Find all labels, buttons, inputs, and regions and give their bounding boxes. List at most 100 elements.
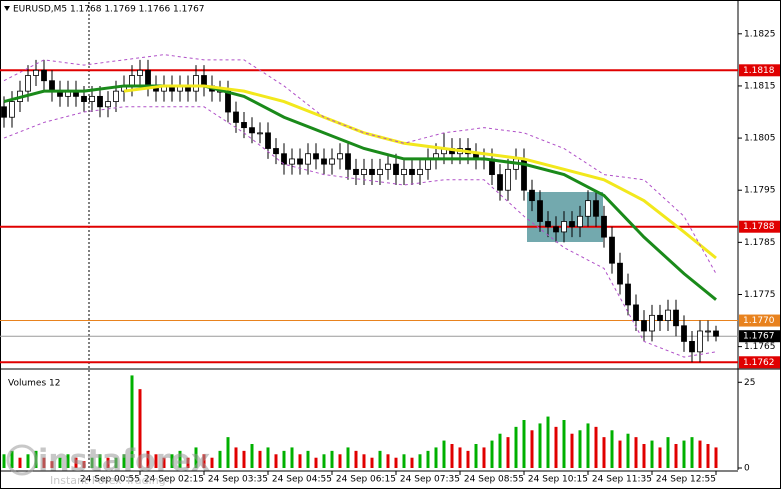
candle-body (305, 153, 311, 165)
volume-bar (306, 450, 310, 468)
volume-bar (506, 437, 510, 468)
volume-bar (458, 447, 462, 468)
candle-body (569, 221, 575, 228)
y-tick-label: 1.1775 (744, 290, 776, 300)
volume-bar (442, 440, 446, 468)
volume-bar (426, 450, 430, 468)
volume-bar (138, 389, 142, 468)
candle-body (353, 168, 359, 175)
volume-bar (522, 420, 526, 468)
level-label: 1.1770 (743, 316, 775, 326)
candle-body (265, 132, 271, 149)
candle-body (201, 75, 207, 87)
volume-bar (394, 457, 398, 468)
volume-bar (114, 457, 118, 468)
candle-body (641, 320, 647, 332)
candle-body (145, 69, 151, 87)
volume-bar (562, 420, 566, 468)
volume-bar (314, 457, 318, 468)
volume-bar (410, 457, 414, 468)
y-tick-label: 1.1765 (744, 342, 776, 352)
volume-bar (194, 447, 198, 468)
candle-body (137, 69, 143, 76)
plot-layer: 1.1825 1.1815 1.1805 1.1795 1.1785 1.1775 1.17… (0, 29, 780, 485)
candle-body (401, 168, 407, 175)
volume-bar (514, 426, 518, 468)
volume-bar (610, 430, 614, 468)
volume-bar (362, 454, 366, 468)
candle-body (241, 122, 247, 129)
candle-body (673, 309, 679, 327)
volume-bar (266, 447, 270, 468)
volume-bar (642, 444, 646, 468)
volume-bar (90, 457, 94, 468)
volume-bar (418, 454, 422, 468)
volume-bar (282, 450, 286, 468)
candle-body (25, 75, 31, 92)
candle-body (409, 168, 415, 175)
volume-bar (74, 457, 78, 468)
volume-bar (498, 433, 502, 468)
candle-body (633, 304, 639, 321)
volume-bar (690, 437, 694, 468)
candle-body (9, 101, 15, 118)
candle-body (33, 69, 39, 76)
volume-bar (658, 447, 662, 468)
x-tick-label: 24 Sep 02:15 (144, 475, 204, 485)
candle-body (329, 158, 335, 165)
volume-bar (634, 437, 638, 468)
volume-bar (378, 450, 382, 468)
volume-bar (106, 457, 110, 468)
volume-bar (594, 426, 598, 468)
x-tick-label: 24 Sep 06:15 (336, 475, 396, 485)
y-tick-label: 1.1785 (744, 238, 776, 248)
candle-body (385, 163, 391, 170)
indicator-line (3, 106, 717, 358)
volume-bar (274, 454, 278, 468)
x-tick-label: 24 Sep 03:35 (208, 475, 268, 485)
level-label: 1.1762 (743, 358, 775, 368)
volume-bar (10, 450, 14, 468)
candle-body (41, 69, 47, 82)
level-label-box (739, 64, 780, 77)
volume-bar (66, 454, 70, 468)
volume-bar (242, 450, 246, 468)
volume-bar (586, 423, 590, 468)
volume-bar (338, 454, 342, 468)
volume-bar (130, 375, 134, 468)
volume-bar (466, 450, 470, 468)
volume-bar (234, 447, 238, 468)
y-tick-label: 1.1825 (744, 29, 776, 39)
y-tick-label: 1.1805 (744, 134, 776, 144)
candle-body (665, 309, 671, 321)
volume-bar (482, 447, 486, 468)
candle-body (705, 330, 711, 333)
level-label-box (739, 330, 780, 343)
candle-body (625, 283, 631, 306)
level-label: 1.1818 (743, 66, 775, 76)
candle-body (577, 215, 583, 228)
indicator-line (123, 84, 717, 260)
candle-body (89, 95, 95, 102)
volume-bar (170, 454, 174, 468)
candle-body (129, 75, 135, 87)
volume-bar (354, 450, 358, 468)
level-label: 1.1788 (743, 222, 775, 232)
volume-bar (290, 447, 294, 468)
volume-bar (178, 450, 182, 468)
volume-bar (674, 444, 678, 468)
candle-body (113, 90, 119, 102)
chart-title: EURUSD,M5 1.1768 1.1769 1.1766 1.1767 (13, 5, 205, 15)
candle-body (289, 158, 295, 165)
candle-body (697, 330, 703, 353)
candle-body (537, 200, 543, 222)
volume-title: Volumes 12 (8, 379, 60, 389)
candle-body (393, 163, 399, 175)
candle-body (553, 226, 559, 233)
watermark-tagline: Instant Forex Trading (50, 474, 166, 487)
volume-bar (618, 440, 622, 468)
volume-bar (650, 440, 654, 468)
volume-bar (322, 454, 326, 468)
candle-body (529, 189, 535, 202)
